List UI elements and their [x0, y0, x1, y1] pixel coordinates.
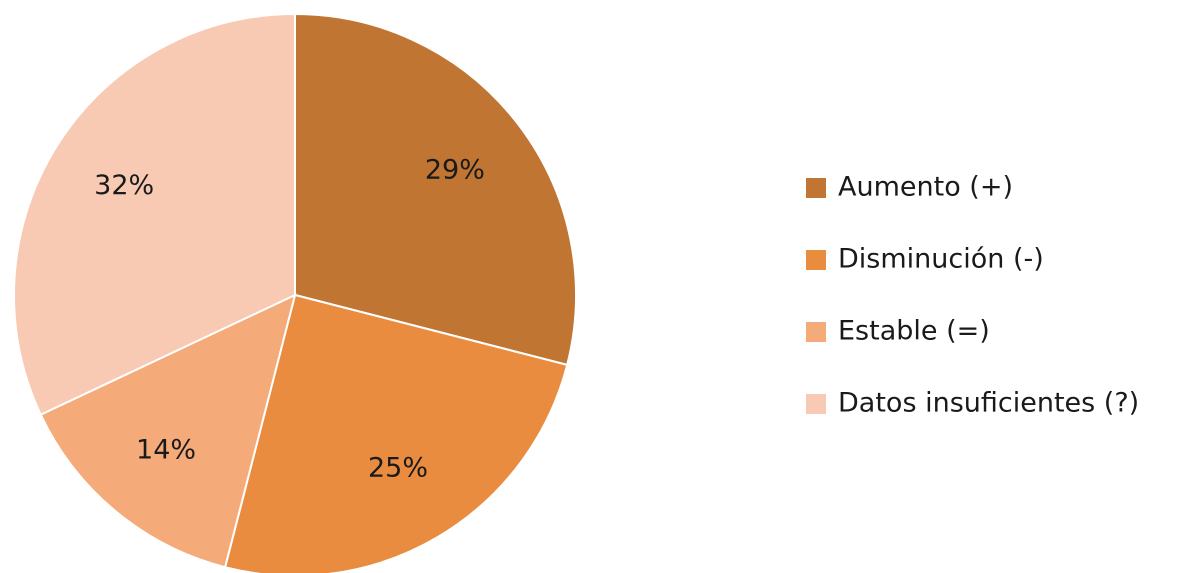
data-label: 14%	[136, 434, 196, 465]
legend-label: Estable (=)	[838, 316, 990, 347]
data-label: 32%	[94, 170, 154, 201]
pie-slice	[294, 12, 577, 367]
legend-swatch	[806, 322, 826, 342]
legend-label: Aumento (+)	[838, 172, 1013, 203]
legend-swatch	[806, 394, 826, 414]
data-label: 29%	[425, 154, 485, 185]
legend-label: Datos insuficientes (?)	[838, 388, 1139, 419]
data-label: 25%	[368, 453, 428, 484]
pie-slice	[223, 293, 569, 573]
pie-slice	[39, 293, 297, 569]
legend-swatch	[806, 250, 826, 270]
legend-swatch	[806, 178, 826, 198]
legend-label: Disminución (-)	[838, 244, 1044, 275]
pie-slice	[13, 12, 296, 416]
